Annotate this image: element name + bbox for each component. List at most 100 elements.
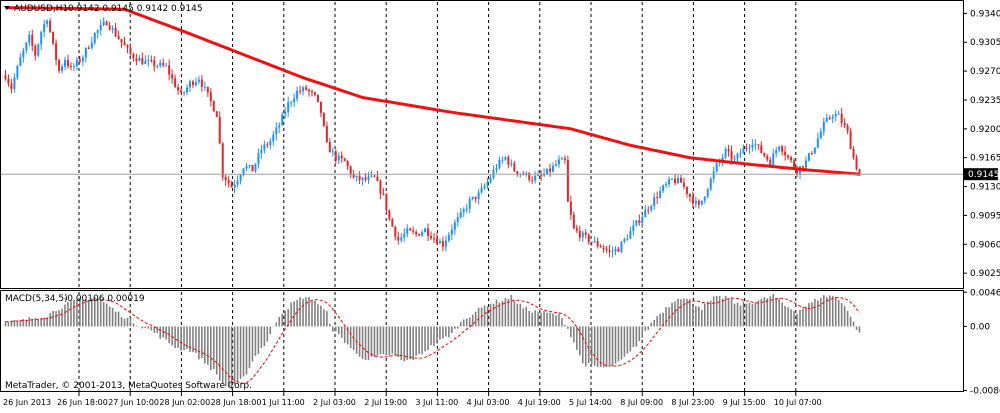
bullish-candle (275, 122, 278, 141)
bullish-candle (400, 233, 403, 243)
bearish-candle (784, 145, 787, 161)
bullish-candle (75, 57, 78, 71)
bearish-candle (346, 159, 349, 170)
bearish-candle (55, 39, 58, 66)
bearish-candle (358, 171, 361, 185)
bullish-candle (504, 156, 507, 161)
bearish-candle (432, 232, 435, 244)
bullish-candle (641, 213, 644, 228)
bearish-candle (212, 100, 215, 112)
bearish-candle (566, 156, 569, 202)
bullish-candle (424, 227, 427, 233)
bullish-candle (644, 205, 647, 218)
bullish-candle (156, 64, 159, 69)
bearish-candle (575, 224, 578, 234)
bullish-candle (554, 159, 557, 167)
bullish-candle (43, 19, 46, 38)
bearish-candle (828, 115, 831, 121)
dropdown-triangle-icon[interactable] (4, 6, 10, 10)
bearish-candle (507, 155, 510, 169)
bearish-candle (427, 223, 430, 242)
current-price-tag: 0.9145 (964, 168, 1000, 181)
bullish-candle (245, 162, 248, 172)
bullish-candle (147, 54, 150, 67)
bearish-candle (810, 150, 813, 156)
bullish-candle (281, 112, 284, 126)
bearish-candle (540, 170, 543, 182)
bullish-candle (254, 163, 257, 173)
price-tick-label: 0.9165 (970, 154, 1000, 164)
bearish-candle (513, 160, 516, 172)
bearish-candle (69, 62, 72, 71)
bearish-candle (7, 74, 10, 87)
bullish-candle (296, 86, 299, 102)
price-panel-frame (0, 0, 964, 289)
bullish-candle (61, 64, 64, 74)
bearish-candle (394, 226, 397, 241)
bearish-candle (334, 149, 337, 165)
bearish-candle (10, 79, 13, 94)
bearish-candle (129, 43, 132, 56)
bullish-candle (242, 167, 245, 177)
bearish-candle (230, 180, 233, 188)
bearish-candle (319, 101, 322, 118)
bullish-candle (822, 117, 825, 136)
bullish-candle (546, 168, 549, 175)
bullish-candle (709, 177, 712, 191)
bullish-candle (495, 164, 498, 174)
bullish-candle (13, 73, 16, 93)
bullish-candle (468, 196, 471, 214)
bearish-candle (206, 86, 209, 97)
bullish-candle (64, 56, 67, 71)
bearish-candle (266, 142, 269, 149)
macd-axis: 0.00463 0.00 -0.00868 (963, 288, 1000, 396)
bearish-candle (66, 54, 69, 69)
time-axis: 26 Jun 2013 26 Jun 18:00 27 Jun 10:00 28 Ju… (3, 392, 822, 407)
bearish-candle (787, 154, 790, 160)
bullish-candle (665, 181, 668, 189)
bullish-candle (102, 17, 105, 27)
time-tick-label: 26 Jun 18:00 (57, 398, 108, 407)
time-tick-label: 3 Jul 11:00 (415, 398, 458, 407)
moving-average-line (5, 6, 860, 176)
bullish-candle (751, 139, 754, 152)
bullish-candle (278, 122, 281, 134)
bearish-candle (34, 43, 37, 61)
bearish-candle (849, 127, 852, 149)
bullish-candle (483, 183, 486, 191)
bullish-candle (534, 171, 537, 184)
bullish-candle (700, 200, 703, 206)
macd-histogram-series (4, 294, 861, 390)
time-tick-label: 1 Jul 11:00 (262, 398, 305, 407)
bullish-candle (438, 238, 441, 244)
bullish-candle (837, 110, 840, 115)
bullish-candle (816, 132, 819, 149)
bearish-candle (528, 171, 531, 183)
bullish-candle (183, 91, 186, 97)
bullish-candle (16, 64, 19, 80)
bullish-candle (96, 29, 99, 39)
bullish-candle (453, 219, 456, 235)
bearish-candle (308, 88, 311, 97)
bullish-candle (293, 93, 296, 107)
bullish-candle (819, 127, 822, 140)
bullish-candle (498, 156, 501, 170)
bearish-candle (87, 45, 90, 50)
bearish-candle (373, 174, 376, 178)
bearish-candle (578, 225, 581, 242)
bullish-candle (623, 237, 626, 244)
bullish-candle (403, 228, 406, 242)
time-tick-label: 28 Jun 02:00 (159, 398, 210, 407)
macd-signal-series (5, 296, 860, 384)
bullish-candle (90, 36, 93, 50)
bearish-candle (674, 173, 677, 186)
bearish-candle (569, 195, 572, 220)
bearish-candle (105, 20, 108, 26)
price-tick-label: 0.9130 (970, 183, 1000, 193)
chart-header: AUDUSD,H1 0.9142 0.9145 0.9142 0.9145 (4, 4, 203, 14)
time-tick-label: 9 Jul 15:00 (723, 398, 766, 407)
bearish-candle (682, 177, 685, 190)
bullish-candle (706, 188, 709, 199)
